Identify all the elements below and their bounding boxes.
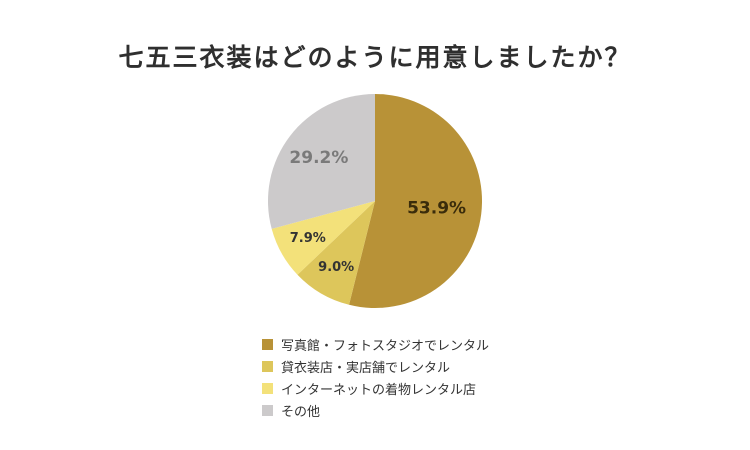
slice-value-label: 7.9%: [290, 231, 326, 246]
legend-item: その他: [262, 399, 489, 421]
legend-swatch: [262, 338, 273, 350]
legend-item: 写真館・フォトスタジオでレンタル: [262, 333, 489, 355]
slice-value-label: 53.9%: [407, 199, 466, 219]
slice-value-label: 29.2%: [289, 148, 348, 168]
legend-label: その他: [281, 404, 321, 420]
legend-label: 貸衣装店・実店舗でレンタル: [281, 360, 451, 376]
legend: 写真館・フォトスタジオでレンタル 貸衣装店・実店舗でレンタルインターネットの着物レ…: [262, 333, 489, 421]
legend-swatch: [262, 360, 273, 372]
chart-title: 七五三衣装はどのように用意しましたか？: [118, 43, 632, 72]
pie-slice: [297, 201, 375, 305]
legend-swatch: [262, 382, 273, 394]
legend-item: インターネットの着物レンタル店: [262, 377, 489, 399]
legend-label: インターネットの着物レンタル店: [281, 382, 477, 398]
legend-label: 写真館・フォトスタジオでレンタル: [281, 338, 490, 354]
pie-slice: [271, 201, 375, 275]
legend-swatch: [262, 404, 273, 416]
legend-item: 貸衣装店・実店舗でレンタル: [262, 355, 489, 377]
pie-slice: [267, 94, 375, 229]
slice-value-label: 9.0%: [318, 260, 354, 275]
pie-slice: [349, 94, 483, 308]
